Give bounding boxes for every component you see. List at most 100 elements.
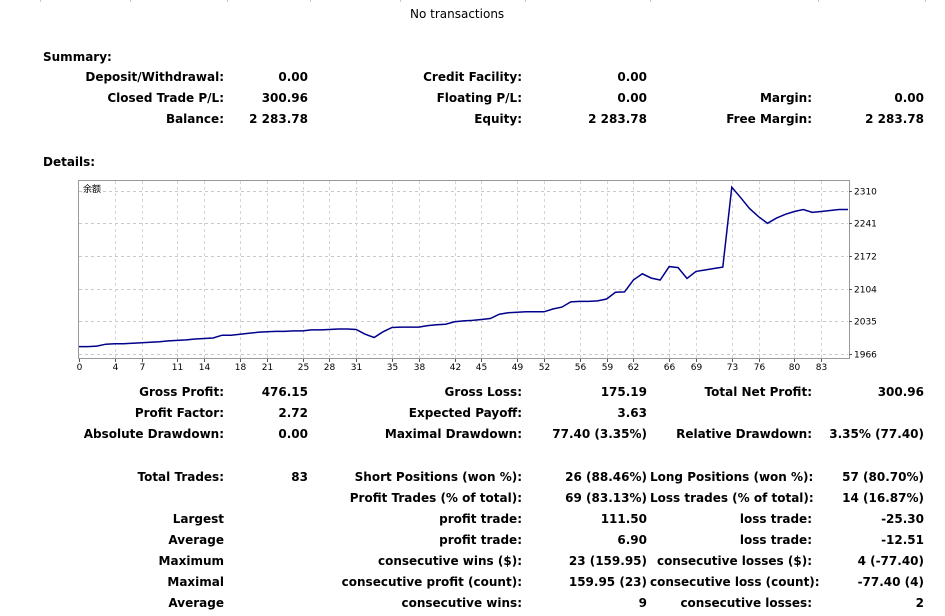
chart-y-tick-label: 1966 <box>854 351 877 361</box>
average-loss-label: loss trade: <box>739 533 812 547</box>
largest-loss-label: loss trade: <box>739 512 812 526</box>
total-net-profit-value: 300.96 <box>877 385 924 399</box>
average-label: Average <box>168 533 224 547</box>
gross-loss-label: Gross Loss: <box>444 385 522 399</box>
total-trades-label: Total Trades: <box>137 470 224 484</box>
chart-x-axis: 0 4 7 11 14 18 21 25 28 31 35 38 42 45 49 52 56 59 62 66 69 7… <box>77 359 827 373</box>
chart-grid <box>79 181 848 358</box>
absolute-drawdown-value: 0.00 <box>278 427 308 441</box>
maximal-drawdown-label: Maximal Drawdown: <box>384 427 522 441</box>
balance-series-line <box>79 185 848 348</box>
chart-x-tick-label: 69 <box>691 363 703 373</box>
closed-pl-value: 300.96 <box>261 91 308 105</box>
gross-loss-value: 175.19 <box>600 385 647 399</box>
chart-series-label: 余额 <box>83 183 101 195</box>
floating-value: 0.00 <box>617 91 647 105</box>
expected-payoff-value: 3.63 <box>617 406 647 420</box>
credit-label: Credit Facility: <box>423 70 522 84</box>
absolute-drawdown-label: Absolute Drawdown: <box>83 427 224 441</box>
details-title: Details: <box>43 155 96 169</box>
loss-trades-label: Loss trades (% of total): <box>650 491 814 505</box>
relative-drawdown-value: 3.35% (77.40) <box>829 427 924 441</box>
long-positions-label: Long Positions (won %): <box>650 470 814 484</box>
chart-x-tick-label: 7 <box>140 363 146 373</box>
balance-label: Balance: <box>165 112 224 126</box>
maximum-label: Maximum <box>158 554 224 568</box>
free-margin-value: 2 283.78 <box>865 112 924 126</box>
maximal-consecutive-loss-value: -77.40 (4) <box>857 575 924 589</box>
deposit-label: Deposit/Withdrawal: <box>85 70 224 84</box>
total-trades-value: 83 <box>291 470 308 484</box>
average-loss-value: -12.51 <box>881 533 924 547</box>
margin-value: 0.00 <box>894 91 924 105</box>
avg-consecutive-losses-value: 2 <box>915 596 924 610</box>
short-positions-value: 26 (88.46%) <box>565 470 647 484</box>
credit-value: 0.00 <box>617 70 647 84</box>
balance-chart: 1966 2035 2104 2172 2241 2310 0 4 7 11 14 18 21 25 28… <box>77 180 877 373</box>
average2-label: Average <box>168 596 224 610</box>
chart-x-tick-label: 49 <box>512 363 524 373</box>
relative-drawdown-label: Relative Drawdown: <box>676 427 812 441</box>
profit-factor-label: Profit Factor: <box>134 406 224 420</box>
largest-profit-value: 111.50 <box>600 512 647 526</box>
chart-x-tick-label: 59 <box>602 363 614 373</box>
deposit-value: 0.00 <box>278 70 308 84</box>
largest-label: Largest <box>172 512 224 526</box>
chart-x-tick-label: 45 <box>476 363 487 373</box>
gross-profit-label: Gross Profit: <box>139 385 224 399</box>
largest-profit-label: profit trade: <box>439 512 522 526</box>
chart-x-tick-label: 25 <box>298 363 309 373</box>
maximal-drawdown-value: 77.40 (3.35%) <box>552 427 647 441</box>
chart-y-tick-label: 2035 <box>854 318 877 328</box>
chart-x-tick-label: 56 <box>575 363 587 373</box>
margin-label: Margin: <box>759 91 812 105</box>
average-profit-label: profit trade: <box>439 533 522 547</box>
floating-label: Floating P/L: <box>436 91 522 105</box>
maximal-label: Maximal <box>167 575 224 589</box>
chart-x-tick-label: 42 <box>450 363 461 373</box>
closed-pl-label: Closed Trade P/L: <box>107 91 224 105</box>
chart-x-tick-label: 76 <box>754 363 766 373</box>
top-table-border <box>0 0 945 2</box>
average-profit-value: 6.90 <box>617 533 647 547</box>
chart-x-tick-label: 80 <box>789 363 801 373</box>
profit-factor-value: 2.72 <box>278 406 308 420</box>
largest-loss-value: -25.30 <box>881 512 924 526</box>
free-margin-label: Free Margin: <box>726 112 812 126</box>
chart-x-tick-label: 52 <box>539 363 550 373</box>
chart-y-tick-label: 2310 <box>854 188 877 198</box>
loss-trades-value: 14 (16.87%) <box>842 491 924 505</box>
avg-consecutive-wins-label: consecutive wins: <box>401 596 522 610</box>
long-positions-value: 57 (80.70%) <box>842 470 924 484</box>
gross-profit-value: 476.15 <box>261 385 308 399</box>
chart-x-tick-label: 83 <box>816 363 827 373</box>
expected-payoff-label: Expected Payoff: <box>408 406 522 420</box>
max-consecutive-wins-value: 23 (159.95) <box>568 554 647 568</box>
total-net-profit-label: Total Net Profit: <box>704 385 812 399</box>
chart-x-tick-label: 0 <box>77 363 83 373</box>
max-consecutive-wins-label: consecutive wins ($): <box>377 554 522 568</box>
maximal-consecutive-profit-label: consecutive profit (count): <box>341 575 522 589</box>
maximal-consecutive-loss-label: consecutive loss (count): <box>650 575 820 589</box>
chart-x-tick-label: 38 <box>414 363 426 373</box>
chart-x-tick-label: 31 <box>351 363 362 373</box>
chart-x-tick-label: 35 <box>387 363 398 373</box>
equity-value: 2 283.78 <box>588 112 647 126</box>
max-consecutive-losses-label: consecutive losses ($): <box>656 554 812 568</box>
chart-x-tick-label: 11 <box>172 363 183 373</box>
profit-trades-label: Profit Trades (% of total): <box>349 491 522 505</box>
max-consecutive-losses-value: 4 (-77.40) <box>857 554 924 568</box>
avg-consecutive-wins-value: 9 <box>638 596 647 610</box>
chart-x-tick-label: 62 <box>628 363 639 373</box>
chart-plot-area <box>78 180 850 359</box>
chart-x-tick-label: 28 <box>324 363 336 373</box>
chart-x-tick-label: 14 <box>199 363 211 373</box>
chart-x-tick-label: 18 <box>235 363 247 373</box>
chart-x-tick-label: 66 <box>664 363 676 373</box>
summary-title: Summary: <box>43 50 112 64</box>
balance-value: 2 283.78 <box>249 112 308 126</box>
maximal-consecutive-profit-value: 159.95 (23) <box>568 575 647 589</box>
short-positions-label: Short Positions (won %): <box>354 470 522 484</box>
chart-y-axis: 1966 2035 2104 2172 2241 2310 <box>849 188 877 361</box>
profit-trades-value: 69 (83.13%) <box>565 491 647 505</box>
